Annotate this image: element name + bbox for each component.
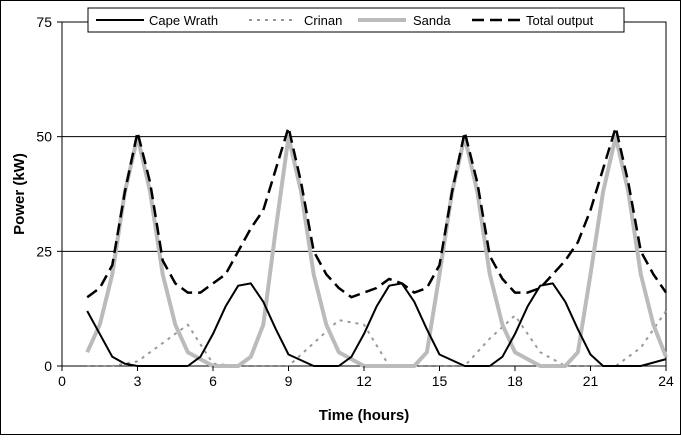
x-tick-label: 0 — [58, 373, 66, 389]
series-line-cape-wrath — [86, 282, 667, 367]
series-lines — [85, 126, 668, 368]
legend-label: Cape Wrath — [149, 13, 218, 28]
series-line-sanda — [85, 134, 668, 368]
x-tick-label: 3 — [134, 373, 142, 389]
series-line-total-output — [86, 126, 668, 299]
legend: Cape Wrath Crinan Sanda Total output — [87, 7, 625, 33]
legend-label: Crinan — [304, 13, 342, 28]
x-tick-label: 18 — [507, 373, 523, 389]
y-tick-label: 50 — [36, 129, 52, 145]
axis-ticks: 0 3 6 9 12 15 18 21 24 0 25 50 75 — [36, 14, 674, 389]
y-tick-label: 0 — [44, 358, 52, 374]
x-tick-label: 15 — [432, 373, 448, 389]
series-line-crinan — [87, 310, 667, 367]
legend-label: Sanda — [413, 13, 451, 28]
y-tick-label: 25 — [36, 243, 52, 259]
x-tick-label: 12 — [356, 373, 372, 389]
x-tick-label: 6 — [209, 373, 217, 389]
y-tick-label: 75 — [36, 14, 52, 30]
x-axis-title: Time (hours) — [319, 407, 410, 424]
gridlines — [62, 136, 666, 252]
x-tick-label: 9 — [285, 373, 293, 389]
x-tick-label: 24 — [658, 373, 674, 389]
legend-label: Total output — [526, 13, 594, 28]
x-tick-label: 21 — [583, 373, 599, 389]
legend-box — [87, 7, 625, 33]
y-axis-title: Power (kW) — [11, 153, 28, 235]
